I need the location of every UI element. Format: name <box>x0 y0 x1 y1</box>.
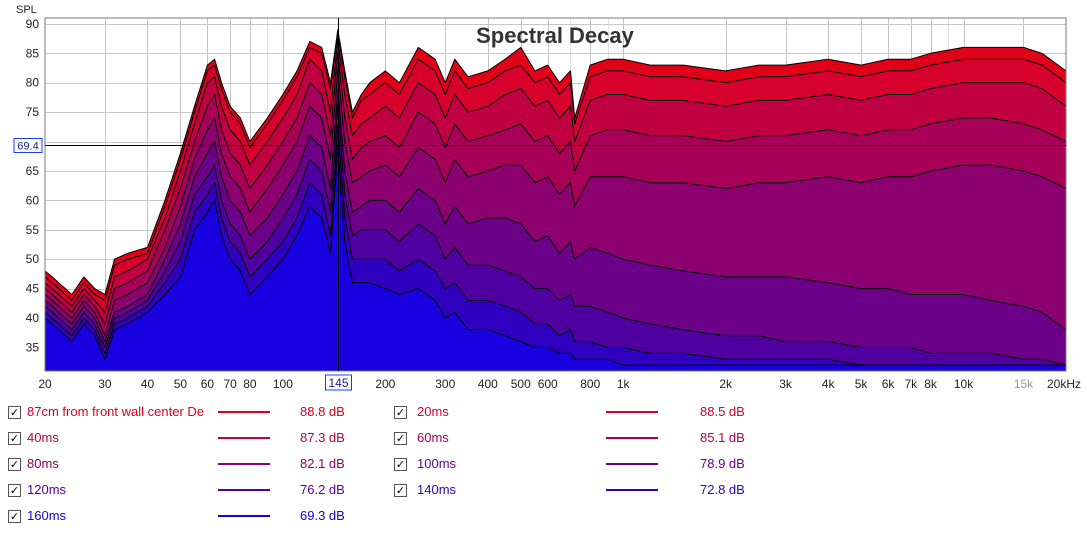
cursor-x-readout: 145 <box>328 376 348 390</box>
y-tick-label: 50 <box>26 252 40 266</box>
legend-checkbox[interactable]: ✓ <box>394 484 407 497</box>
x-tick-label: 30 <box>98 377 112 391</box>
legend-series-value: 88.8 dB <box>300 404 345 419</box>
chart-title: Spectral Decay <box>476 23 635 48</box>
x-tick-label: 70 <box>223 377 237 391</box>
x-tick-label: 500 <box>511 377 531 391</box>
legend-series-line <box>218 411 270 413</box>
legend-series-line <box>218 437 270 439</box>
legend-series-line <box>218 463 270 465</box>
legend-series-value: 85.1 dB <box>700 430 745 445</box>
legend-series-name: 120ms <box>27 482 67 497</box>
legend-series-line <box>606 411 658 413</box>
legend-series-name: 60ms <box>417 430 449 445</box>
y-tick-label: 80 <box>26 76 40 90</box>
x-tick-label: 8k <box>924 377 938 391</box>
legend-series-value: 78.9 dB <box>700 456 745 471</box>
legend-series-value: 88.5 dB <box>700 404 745 419</box>
legend-checkbox[interactable]: ✓ <box>8 458 21 471</box>
x-tick-label: 800 <box>580 377 600 391</box>
decay-area-8 <box>44 145 1067 372</box>
x-tick-label: 600 <box>538 377 558 391</box>
x-tick-label: 40 <box>141 377 155 391</box>
spectral-decay-chart[interactable]: 35 40 45 50 55 60 65 75 80 85 90 20 30 40 50 60 70 80 100 2… <box>0 0 1087 400</box>
legend-series-name: 160ms <box>27 508 67 523</box>
legend-checkbox[interactable]: ✓ <box>394 432 407 445</box>
x-tick-label: 15k <box>1014 377 1034 391</box>
legend-series-name: 140ms <box>417 482 457 497</box>
legend-series-line <box>606 463 658 465</box>
x-tick-label: 5k <box>855 377 869 391</box>
decay-areas <box>44 29 1067 372</box>
x-tick-label: 200 <box>375 377 395 391</box>
cursor-y-box <box>13 138 43 153</box>
x-tick-label: 6k <box>882 377 896 391</box>
x-tick-label: 80 <box>243 377 257 391</box>
y-tick-label: 75 <box>26 105 40 119</box>
legend-checkbox[interactable]: ✓ <box>394 406 407 419</box>
x-tick-label: 300 <box>435 377 455 391</box>
x-tick-label: 20 <box>38 377 52 391</box>
legend-series-line <box>218 489 270 491</box>
legend-series-name: 20ms <box>417 404 449 419</box>
y-tick-label: 60 <box>26 193 40 207</box>
legend-checkbox[interactable]: ✓ <box>8 406 21 419</box>
x-tick-label: 7k <box>904 377 918 391</box>
x-tick-label: 60 <box>201 377 215 391</box>
x-tick-label: 10k <box>954 377 974 391</box>
plot-border <box>44 17 1067 372</box>
legend-series-value: 69.3 dB <box>300 508 345 523</box>
legend-series-name: 80ms <box>27 456 59 471</box>
legend-checkbox[interactable]: ✓ <box>8 510 21 523</box>
legend-series-line <box>606 489 658 491</box>
legend-checkbox[interactable]: ✓ <box>8 432 21 445</box>
legend-series-name: 100ms <box>417 456 457 471</box>
x-tick-label: 100 <box>273 377 293 391</box>
legend-series-value: 76.2 dB <box>300 482 345 497</box>
x-tick-label: 20kHz <box>1047 377 1081 391</box>
legend-series-value: 72.8 dB <box>700 482 745 497</box>
y-axis-label: SPL <box>16 4 37 16</box>
legend-series-value: 87.3 dB <box>300 430 345 445</box>
legend-checkbox[interactable]: ✓ <box>8 484 21 497</box>
x-tick-label: 4k <box>822 377 836 391</box>
legend-checkbox[interactable]: ✓ <box>394 458 407 471</box>
legend-series-line <box>218 515 270 517</box>
x-tick-label: 400 <box>478 377 498 391</box>
legend-series-name: 40ms <box>27 430 59 445</box>
x-tick-label: 2k <box>719 377 733 391</box>
y-tick-label: 45 <box>26 282 40 296</box>
cursor-y-readout: 69.4 <box>17 141 38 153</box>
y-tick-label: 85 <box>26 46 40 60</box>
legend: ✓ 87cm from front wall center De 88.8 dB ✓ 2… <box>0 400 1087 533</box>
x-tick-label: 3k <box>779 377 793 391</box>
cursor-x-box <box>325 374 352 391</box>
legend-series-value: 82.1 dB <box>300 456 345 471</box>
y-tick-label: 35 <box>26 340 40 354</box>
chart-svg[interactable]: 35 40 45 50 55 60 65 75 80 85 90 20 30 40 50 60 70 80 100 2… <box>0 0 1087 400</box>
legend-series-line <box>606 437 658 439</box>
y-tick-label: 90 <box>26 17 40 31</box>
y-tick-label: 55 <box>26 223 40 237</box>
x-tick-label: 50 <box>174 377 188 391</box>
y-tick-label: 65 <box>26 164 40 178</box>
x-tick-label: 1k <box>617 377 631 391</box>
y-tick-label: 40 <box>26 311 40 325</box>
legend-series-name: 87cm from front wall center De <box>27 404 205 419</box>
